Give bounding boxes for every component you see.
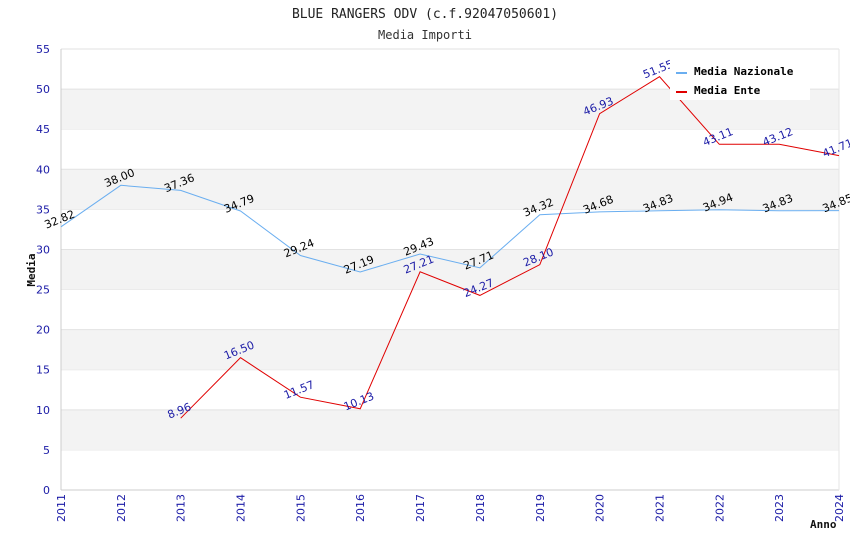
x-tick-label: 2016 (354, 494, 367, 522)
x-tick-label: 2018 (474, 494, 487, 522)
series-line-media-ente (180, 76, 840, 419)
grid-band (61, 329, 839, 370)
x-tick-label: 2020 (594, 494, 607, 522)
y-tick-label: 25 (36, 284, 50, 297)
x-tick-label: 2013 (175, 494, 188, 522)
y-tick-label: 5 (43, 444, 50, 457)
legend-label: Media Ente (694, 84, 761, 97)
x-tick-label: 2011 (55, 494, 68, 522)
x-tick-label: 2015 (294, 494, 307, 522)
legend-box (670, 60, 810, 100)
x-tick-label: 2019 (534, 494, 547, 522)
y-tick-label: 35 (36, 203, 50, 216)
x-tick-label: 2022 (713, 494, 726, 522)
series-line-media-nazionale (60, 184, 840, 273)
chart-title: BLUE RANGERS ODV (c.f.92047050601) (292, 7, 558, 22)
y-tick-label: 15 (36, 364, 50, 377)
y-tick-label: 30 (36, 243, 50, 256)
x-tick-labels: 2011 2012 2013 2014 2015 2016 2017 2018 2019 2020… (55, 494, 846, 522)
x-tick-label: 2024 (833, 494, 846, 522)
grid-bands (61, 48, 839, 451)
series-lines (60, 76, 840, 419)
y-tick-label: 50 (36, 83, 50, 96)
grid-band (61, 409, 839, 450)
y-tick-label: 40 (36, 163, 50, 176)
y-tick-label: 20 (36, 324, 50, 337)
x-axis-label: Anno (810, 518, 837, 531)
y-tick-label: 45 (36, 123, 50, 136)
x-tick-label: 2012 (115, 494, 128, 522)
axes (60, 49, 840, 491)
y-tick-label: 55 (36, 43, 50, 56)
y-tick-label: 10 (36, 404, 50, 417)
grid-band (61, 249, 839, 290)
data-label: 41.71 (821, 136, 850, 160)
chart-subtitle: Media Importi (378, 28, 472, 42)
x-tick-label: 2021 (653, 494, 666, 522)
y-tick-label: 0 (43, 484, 50, 497)
legend-label: Media Nazionale (694, 65, 794, 78)
legend: Media Nazionale Media Ente (670, 60, 810, 100)
x-tick-label: 2014 (235, 494, 248, 522)
y-tick-labels: 0 5 10 15 20 25 30 35 40 45 50 55 (36, 43, 50, 497)
x-tick-label: 2023 (773, 494, 786, 522)
y-axis-label: Media (25, 253, 38, 286)
grid-band (61, 169, 839, 210)
data-label: 11.57 (282, 378, 316, 402)
x-tick-label: 2017 (414, 494, 427, 522)
